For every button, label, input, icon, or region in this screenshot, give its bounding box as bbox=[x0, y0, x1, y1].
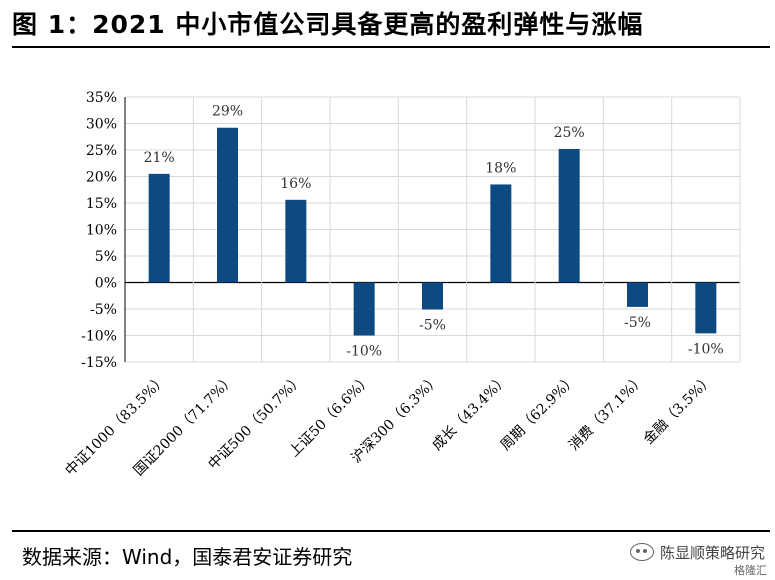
y-tick-label: -15% bbox=[81, 355, 117, 371]
wechat-icon bbox=[629, 543, 654, 561]
y-tick-label: 5% bbox=[95, 249, 117, 265]
data-label: 29% bbox=[212, 104, 243, 120]
data-label: -10% bbox=[688, 341, 724, 357]
bar bbox=[148, 173, 170, 283]
source-note: 数据来源：Wind，国泰君安证券研究 bbox=[22, 545, 353, 569]
watermark-text: 陈显顺策略研究 bbox=[659, 543, 765, 562]
bar bbox=[558, 148, 580, 283]
bar bbox=[490, 184, 512, 283]
y-tick-label: 10% bbox=[86, 223, 117, 239]
bar bbox=[217, 127, 238, 283]
data-label: 21% bbox=[144, 150, 175, 166]
y-tick-label: 20% bbox=[86, 170, 117, 186]
watermark-sub: 格隆汇 bbox=[734, 564, 767, 577]
bar bbox=[422, 282, 443, 310]
bar bbox=[285, 199, 307, 283]
y-tick-label: 0% bbox=[95, 276, 117, 292]
y-tick-label: -10% bbox=[81, 329, 117, 345]
data-label: -5% bbox=[624, 315, 651, 331]
data-label: -10% bbox=[346, 344, 382, 360]
watermark: 陈显顺策略研究 bbox=[629, 540, 765, 564]
y-tick-label: 35% bbox=[86, 90, 117, 106]
data-label: 25% bbox=[554, 125, 585, 141]
bar bbox=[695, 282, 717, 334]
data-label: 18% bbox=[485, 160, 516, 176]
y-tick-label: 25% bbox=[86, 143, 117, 159]
y-tick-label: 30% bbox=[86, 117, 117, 133]
y-tick-label: -5% bbox=[90, 302, 117, 318]
bar bbox=[627, 282, 648, 307]
figure-title: 图 1：2021 中小市值公司具备更高的盈利弹性与涨幅 bbox=[12, 10, 644, 39]
source-rule bbox=[12, 530, 770, 532]
bar-chart: -15%-10%-5%0%5%10%15%20%25%30%35%21%中证10… bbox=[62, 90, 741, 479]
data-label: 16% bbox=[280, 176, 311, 192]
y-tick-label: 15% bbox=[86, 196, 117, 212]
x-tick-label: 金融（3.5%） bbox=[641, 372, 717, 448]
title-rule bbox=[12, 46, 770, 48]
bar bbox=[353, 282, 375, 336]
data-label: -5% bbox=[419, 318, 446, 334]
